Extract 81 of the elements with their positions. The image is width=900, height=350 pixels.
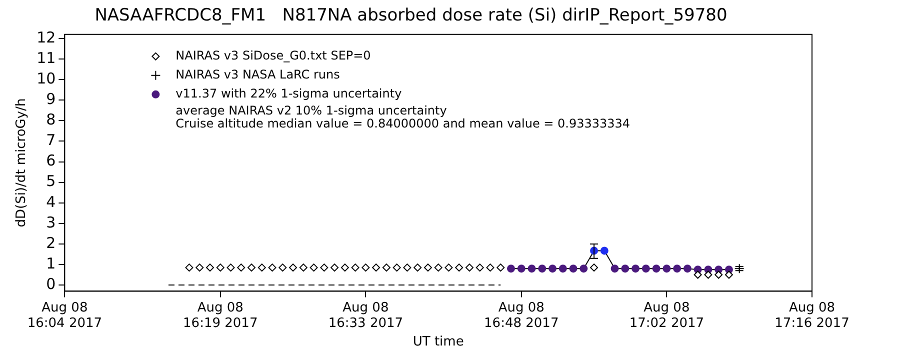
point (392, 264, 401, 272)
y-tick-label: 6 (46, 152, 56, 170)
legend-label: v11.37 with 22% 1-sigma uncertainty (176, 86, 402, 101)
point (185, 264, 194, 272)
y-tick-label: 9 (46, 90, 56, 108)
point (673, 264, 682, 273)
x-tick-label: Aug 08 17:16 2017 (774, 300, 850, 331)
point (206, 264, 214, 272)
point (289, 264, 298, 272)
point (569, 264, 578, 273)
point (216, 264, 224, 272)
y-tick-label: 4 (46, 192, 56, 211)
point (642, 264, 650, 273)
point (662, 264, 671, 273)
point (444, 264, 453, 272)
point (455, 264, 464, 272)
point (320, 264, 328, 272)
y-tick-label: 3 (46, 213, 56, 232)
point (351, 264, 360, 272)
x-axis-title: UT time (412, 334, 464, 350)
y-tick-label: 1 (46, 254, 56, 272)
legend-label: NAIRAS v3 SiDose_G0.txt SEP=0 (176, 48, 371, 63)
point (434, 264, 442, 272)
point (403, 264, 412, 272)
point (196, 264, 204, 272)
point (496, 264, 505, 272)
point (278, 264, 287, 272)
x-tick-label: Aug 08 16:33 2017 (328, 300, 404, 331)
x-tick-label: Aug 08 17:02 2017 (629, 300, 704, 331)
x-tick-label: Aug 08 16:04 2017 (27, 300, 102, 331)
legend-label: NAIRAS v3 NASA LaRC runs (176, 68, 340, 82)
point (340, 264, 349, 272)
point (724, 270, 733, 279)
point (580, 264, 588, 273)
point (486, 264, 494, 272)
point (694, 270, 702, 279)
point (382, 264, 390, 272)
point (299, 264, 308, 272)
point (237, 264, 246, 272)
point (704, 270, 712, 279)
point (610, 264, 619, 273)
point (258, 264, 266, 272)
annotation: average NAIRAS v2 10% 1-sigma uncertainty (176, 104, 447, 118)
point (528, 264, 536, 273)
point (330, 264, 339, 272)
point (414, 264, 422, 272)
x-tick-label: Aug 08 16:19 2017 (183, 300, 258, 331)
point (362, 264, 370, 272)
annotation: Cruise altitude median value = 0.84000000 and mean value = 0.93333334 (176, 116, 630, 131)
point (652, 264, 660, 273)
point (507, 264, 515, 273)
point (714, 270, 723, 279)
point (734, 264, 744, 274)
point (590, 264, 598, 272)
y-tick-label: 5 (46, 172, 56, 190)
y-axis-title: dD(Si)/dt microGy/h (14, 98, 30, 228)
y-tick-label: 10 (36, 69, 56, 88)
y-tick-label: 0 (46, 274, 56, 293)
point (268, 264, 276, 272)
point (465, 264, 474, 272)
point (683, 264, 692, 273)
y-tick-label: 12 (36, 28, 56, 46)
point (600, 246, 608, 255)
point (558, 264, 567, 273)
chart-title: NASAAFRCDC8_FM1 N817NA absorbed dose rate (Si) dirIP_Report_59780 (94, 6, 728, 26)
y-tick-label: 8 (46, 110, 56, 129)
point (424, 264, 432, 272)
point (248, 264, 256, 272)
point (632, 264, 640, 273)
point (310, 264, 318, 272)
point (548, 264, 557, 273)
point (226, 264, 235, 272)
y-tick-label: 11 (36, 48, 56, 67)
y-tick-label: 2 (46, 234, 56, 252)
point (517, 264, 526, 273)
x-tick-label: Aug 08 16:48 2017 (484, 300, 559, 331)
y-tick-label: 7 (46, 131, 56, 150)
point (476, 264, 484, 272)
point (372, 264, 380, 272)
point (538, 264, 546, 273)
point (621, 264, 630, 273)
